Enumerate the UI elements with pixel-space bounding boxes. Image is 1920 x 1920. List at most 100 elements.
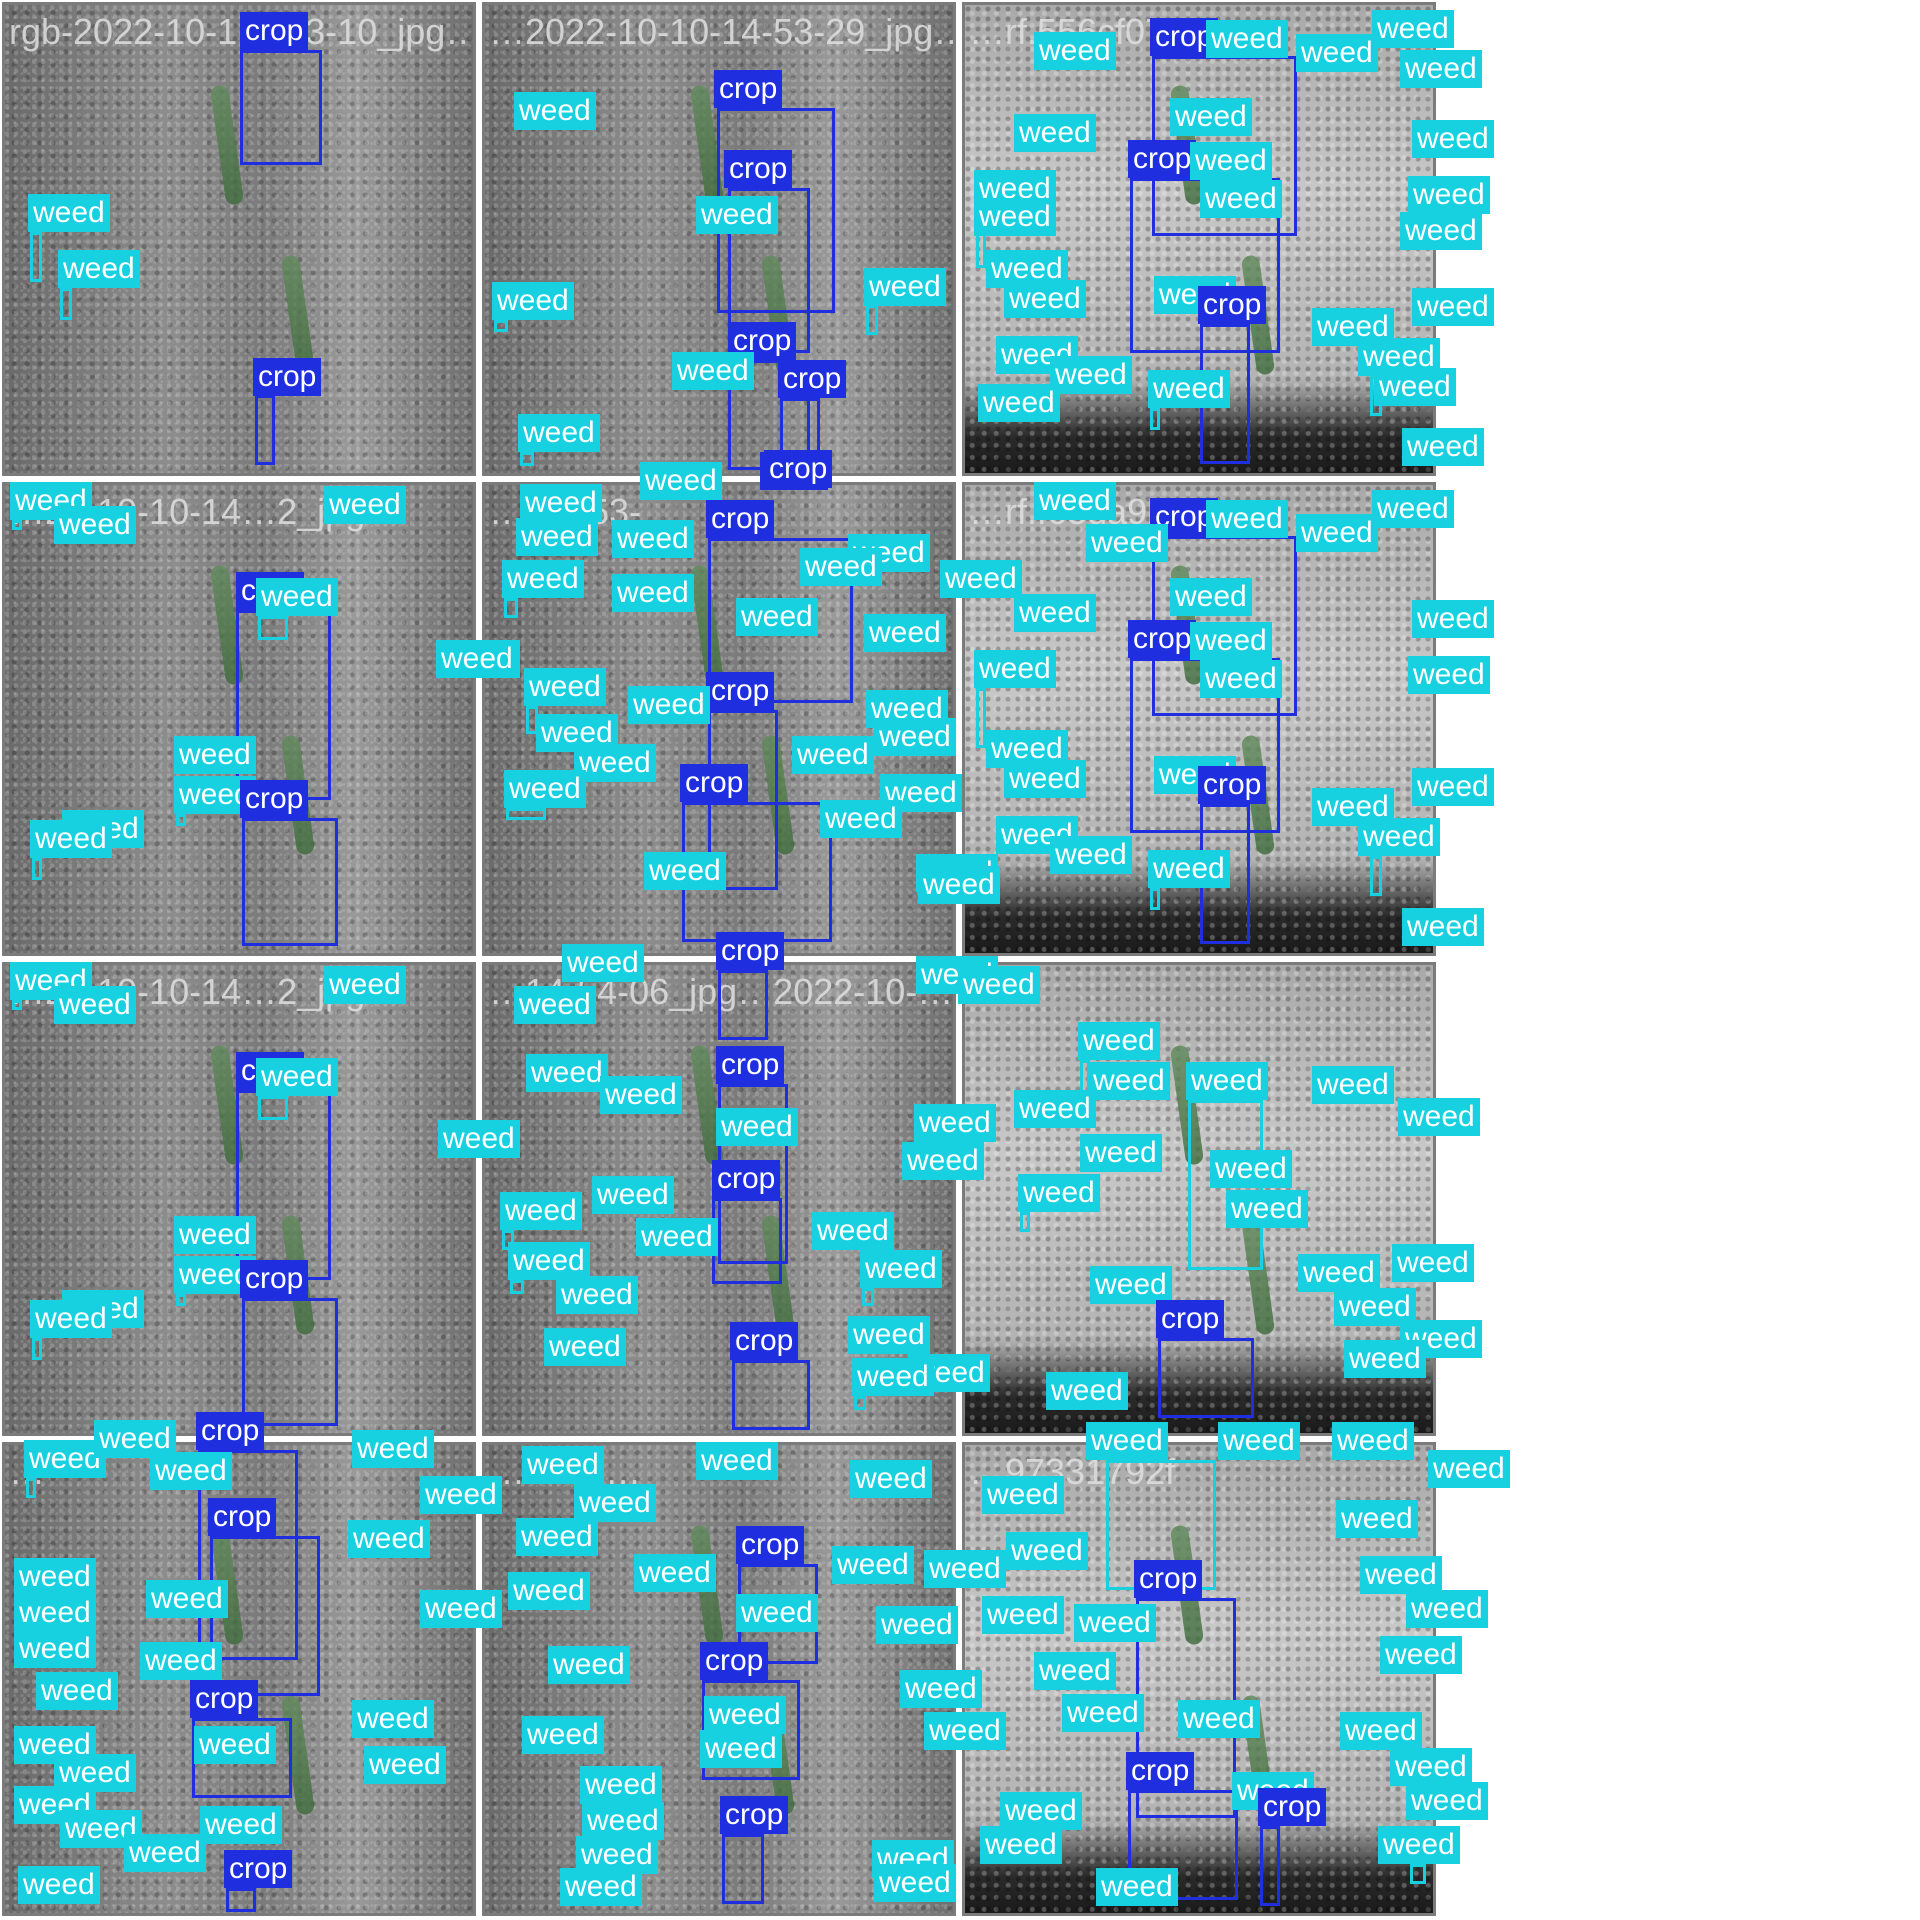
weed-label: weed (36, 1672, 118, 1710)
weed-label: weed (1406, 1590, 1488, 1628)
weed-label: weed (1408, 176, 1490, 214)
weed-label: weed (492, 282, 574, 320)
crop-label: crop (240, 780, 309, 818)
crop-bounding-box (780, 398, 820, 458)
weed-label: weed (644, 852, 726, 890)
weed-label: weed (792, 736, 874, 774)
weed-label: weed (1296, 34, 1378, 72)
weed-label: weed (1190, 622, 1272, 660)
weed-label: weed (504, 770, 586, 808)
weed-bounding-box (854, 1396, 866, 1410)
weed-label: weed (914, 1104, 996, 1142)
weed-bounding-box (30, 232, 42, 282)
weed-label: weed (352, 1430, 434, 1468)
weed-label: weed (1200, 180, 1282, 218)
weed-label: weed (1086, 524, 1168, 562)
weed-label: weed (1086, 1422, 1168, 1460)
weed-label: weed (124, 1834, 206, 1872)
weed-label: weed (1018, 1174, 1100, 1212)
crop-label: crop (712, 1160, 781, 1198)
crop-label: crop (240, 12, 309, 50)
weed-label: weed (348, 1520, 430, 1558)
crop-bounding-box (718, 970, 768, 1040)
weed-bounding-box (12, 520, 22, 530)
weed-label: weed (324, 966, 406, 1004)
weed-label: weed (636, 1218, 718, 1256)
weed-bounding-box (504, 598, 518, 618)
weed-label: weed (1050, 356, 1132, 394)
weed-label: weed (1078, 1022, 1160, 1060)
weed-label: weed (640, 462, 722, 500)
weed-label: weed (1402, 428, 1484, 466)
crop-label: crop (253, 358, 322, 396)
weed-bounding-box (32, 1338, 42, 1360)
crop-bounding-box (198, 1450, 298, 1660)
weed-label: weed (860, 1250, 942, 1288)
weed-label: weed (150, 1452, 232, 1490)
weed-label: weed (1398, 1098, 1480, 1136)
weed-bounding-box (1410, 1864, 1426, 1884)
weed-label: weed (146, 1580, 228, 1618)
weed-label: weed (28, 194, 110, 232)
crop-bounding-box (240, 50, 322, 165)
weed-label: weed (1014, 1090, 1096, 1128)
weed-label: weed (574, 1484, 656, 1522)
weed-label: weed (848, 1316, 930, 1354)
weed-label: weed (30, 1300, 112, 1338)
weed-label: weed (1392, 1244, 1474, 1282)
weed-label: weed (736, 1594, 818, 1632)
weed-bounding-box (32, 858, 42, 880)
weed-label: weed (1390, 1748, 1472, 1786)
weed-label: weed (924, 1550, 1006, 1588)
weed-label: weed (696, 1442, 778, 1480)
crop-bounding-box (722, 1834, 764, 1904)
weed-label: weed (1096, 1868, 1178, 1906)
crop-label: crop (706, 672, 775, 710)
weed-bounding-box (520, 452, 534, 466)
weed-label: weed (420, 1476, 502, 1514)
weed-label: weed (864, 614, 946, 652)
crop-label: crop (728, 322, 797, 360)
weed-label: weed (14, 1558, 96, 1596)
weed-label: weed (940, 560, 1022, 598)
crop-label: crop (716, 932, 785, 970)
weed-label: weed (436, 640, 518, 678)
weed-label: weed (980, 1826, 1062, 1864)
weed-label: weed (508, 1572, 590, 1610)
weed-label: weed (874, 718, 956, 756)
weed-label: weed (924, 1712, 1006, 1750)
crop-bounding-box (708, 538, 853, 703)
weed-bounding-box (862, 1288, 874, 1306)
weed-label: weed (820, 800, 902, 838)
weed-bounding-box (1150, 408, 1160, 430)
weed-label: weed (526, 1054, 608, 1092)
weed-label: weed (1402, 908, 1484, 946)
crop-label: crop (208, 1498, 277, 1536)
weed-bounding-box (506, 808, 546, 820)
crop-label: crop (1198, 286, 1267, 324)
weed-label: weed (1170, 578, 1252, 616)
weed-label: weed (1332, 1422, 1414, 1460)
weed-label: weed (1074, 1604, 1156, 1642)
weed-label: weed (1000, 1792, 1082, 1830)
weed-label: weed (574, 744, 656, 782)
weed-label: weed (1090, 1266, 1172, 1304)
weed-bounding-box (510, 1280, 524, 1294)
crop-bounding-box (255, 395, 275, 465)
crop-label: crop (706, 500, 775, 538)
weed-label: weed (1378, 1826, 1460, 1864)
weed-label: weed (10, 482, 92, 520)
weed-label: weed (522, 1446, 604, 1484)
mosaic-tile: rgb-2022-10-1…-53-10_jpg… (2, 2, 476, 476)
crop-label: crop (778, 360, 847, 398)
weed-label: weed (514, 986, 596, 1024)
weed-label: weed (716, 1108, 798, 1146)
weed-bounding-box (60, 288, 72, 320)
crop-label: crop (716, 1046, 785, 1084)
weed-label: weed (1372, 490, 1454, 528)
crop-bounding-box (226, 1888, 256, 1912)
weed-label: weed (1034, 482, 1116, 520)
weed-label: weed (562, 944, 644, 982)
weed-label: weed (1080, 1134, 1162, 1172)
crop-bounding-box (712, 1198, 782, 1284)
